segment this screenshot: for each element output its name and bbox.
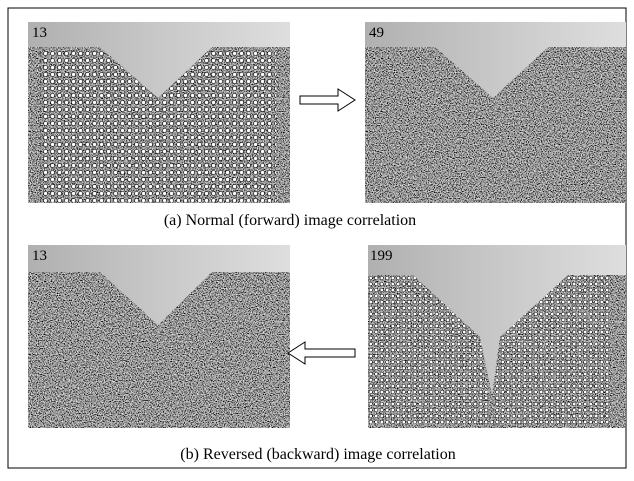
arrow-right [300, 89, 355, 111]
caption: (b) Reversed (backward) image correlatio… [180, 446, 455, 463]
image-panel: 13 [28, 22, 290, 203]
image-panel: 49 [365, 22, 626, 203]
frame-number: 13 [32, 25, 47, 41]
arrow-left [288, 342, 355, 364]
frame-number: 13 [32, 248, 47, 264]
image-panel: 199 [368, 245, 626, 428]
figure: 13 49 (a) Normal (forward) image correla… [0, 0, 634, 476]
caption: (a) Normal (forward) image correlation [164, 212, 416, 229]
image-panel: 13 [28, 245, 290, 428]
frame-number: 49 [369, 25, 384, 41]
frame-number: 199 [370, 248, 393, 264]
